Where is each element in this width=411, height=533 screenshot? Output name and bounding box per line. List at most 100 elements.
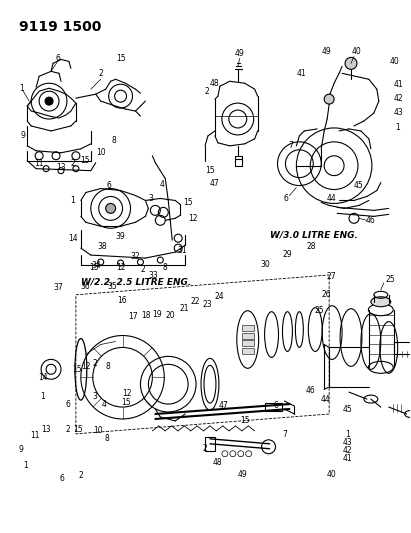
Bar bbox=[205, 437, 215, 451]
Text: W/2.2, 2.5 LITRE ENG.: W/2.2, 2.5 LITRE ENG. bbox=[81, 278, 191, 287]
Bar bbox=[242, 325, 254, 330]
Bar bbox=[242, 333, 254, 338]
Text: 46: 46 bbox=[305, 386, 315, 395]
Text: 43: 43 bbox=[343, 438, 353, 447]
Text: 9: 9 bbox=[18, 445, 23, 454]
Circle shape bbox=[324, 94, 334, 104]
Text: 47: 47 bbox=[210, 179, 220, 188]
Text: 45: 45 bbox=[343, 405, 353, 414]
Text: 1: 1 bbox=[19, 84, 23, 93]
Text: 39: 39 bbox=[116, 232, 125, 241]
Text: 1: 1 bbox=[23, 461, 28, 470]
Text: 12: 12 bbox=[116, 263, 125, 272]
Text: 4: 4 bbox=[160, 180, 165, 189]
Text: 43: 43 bbox=[394, 108, 404, 117]
Text: 14: 14 bbox=[68, 233, 78, 243]
Text: 2: 2 bbox=[202, 443, 207, 453]
Text: 20: 20 bbox=[166, 311, 175, 320]
Text: 12: 12 bbox=[122, 389, 132, 398]
Text: 1: 1 bbox=[395, 124, 400, 132]
Text: 48: 48 bbox=[210, 79, 220, 88]
Text: 15: 15 bbox=[205, 166, 215, 175]
Text: 42: 42 bbox=[394, 94, 404, 103]
Text: 29: 29 bbox=[282, 250, 292, 259]
Text: 14: 14 bbox=[39, 373, 48, 382]
Text: 15: 15 bbox=[80, 156, 90, 165]
Text: 8: 8 bbox=[163, 263, 168, 272]
Text: 49: 49 bbox=[238, 470, 247, 479]
Bar bbox=[242, 349, 254, 354]
Text: 13: 13 bbox=[42, 425, 51, 434]
Text: 9119 1500: 9119 1500 bbox=[19, 20, 102, 34]
Text: 12: 12 bbox=[81, 361, 91, 370]
Text: 10: 10 bbox=[93, 426, 103, 435]
Text: 1: 1 bbox=[345, 430, 350, 439]
Text: 15: 15 bbox=[72, 365, 82, 374]
Text: 40: 40 bbox=[326, 470, 336, 479]
Text: 49: 49 bbox=[235, 49, 245, 58]
Text: 6: 6 bbox=[65, 400, 70, 409]
Text: 15: 15 bbox=[240, 416, 250, 424]
Text: 15: 15 bbox=[121, 398, 131, 407]
Text: 13: 13 bbox=[56, 163, 66, 172]
Text: 15: 15 bbox=[73, 425, 83, 434]
Text: 7: 7 bbox=[282, 430, 287, 439]
Text: 12: 12 bbox=[188, 214, 198, 223]
Bar bbox=[265, 403, 282, 411]
Text: 21: 21 bbox=[179, 304, 189, 313]
Text: 44: 44 bbox=[326, 194, 336, 203]
Text: 32: 32 bbox=[130, 253, 140, 262]
Text: 22: 22 bbox=[191, 297, 200, 306]
Circle shape bbox=[45, 97, 53, 105]
Text: 2: 2 bbox=[93, 359, 98, 368]
Bar bbox=[394, 343, 411, 354]
Circle shape bbox=[106, 204, 115, 213]
Text: 45: 45 bbox=[354, 181, 364, 190]
Text: 28: 28 bbox=[307, 242, 316, 251]
Text: 33: 33 bbox=[149, 271, 159, 280]
Text: 3: 3 bbox=[93, 392, 98, 401]
Text: 19: 19 bbox=[152, 310, 162, 319]
Text: 16: 16 bbox=[117, 296, 127, 305]
Text: 36: 36 bbox=[80, 281, 90, 290]
Text: 30: 30 bbox=[261, 261, 270, 269]
Circle shape bbox=[345, 58, 357, 69]
Text: 44: 44 bbox=[320, 395, 330, 405]
Text: 6: 6 bbox=[55, 54, 60, 63]
Text: W/3.0 LITRE ENG.: W/3.0 LITRE ENG. bbox=[270, 230, 358, 239]
Text: 11: 11 bbox=[30, 431, 39, 440]
Text: 41: 41 bbox=[394, 80, 404, 88]
Text: 2: 2 bbox=[71, 159, 75, 168]
Text: 2: 2 bbox=[79, 471, 83, 480]
Text: 35: 35 bbox=[108, 281, 117, 290]
Text: 4: 4 bbox=[102, 400, 107, 409]
Text: 40: 40 bbox=[352, 47, 362, 56]
Text: 2: 2 bbox=[65, 425, 70, 434]
Text: 41: 41 bbox=[296, 69, 306, 78]
Text: 18: 18 bbox=[141, 311, 151, 320]
Text: 26: 26 bbox=[322, 290, 332, 299]
Text: 40: 40 bbox=[390, 57, 399, 66]
Text: 10: 10 bbox=[96, 148, 106, 157]
Text: 6: 6 bbox=[283, 194, 288, 203]
Text: 23: 23 bbox=[203, 300, 212, 309]
Ellipse shape bbox=[371, 297, 391, 306]
Text: 1: 1 bbox=[71, 196, 75, 205]
Text: 46: 46 bbox=[366, 216, 376, 225]
Text: 24: 24 bbox=[215, 292, 224, 301]
Text: 6: 6 bbox=[106, 181, 111, 190]
Text: 9: 9 bbox=[21, 132, 25, 140]
Text: 7: 7 bbox=[288, 141, 293, 150]
Text: 25: 25 bbox=[386, 276, 395, 285]
Text: 2: 2 bbox=[205, 87, 209, 96]
Text: 37: 37 bbox=[54, 283, 63, 292]
Text: 6: 6 bbox=[273, 401, 278, 410]
Text: 47: 47 bbox=[218, 401, 228, 410]
Text: 8: 8 bbox=[106, 361, 111, 370]
Text: 42: 42 bbox=[343, 446, 352, 455]
Text: 49: 49 bbox=[321, 47, 331, 56]
Text: 38: 38 bbox=[98, 242, 107, 251]
Text: 11: 11 bbox=[35, 159, 44, 168]
Text: 8: 8 bbox=[111, 136, 116, 146]
Text: 6: 6 bbox=[59, 474, 64, 483]
